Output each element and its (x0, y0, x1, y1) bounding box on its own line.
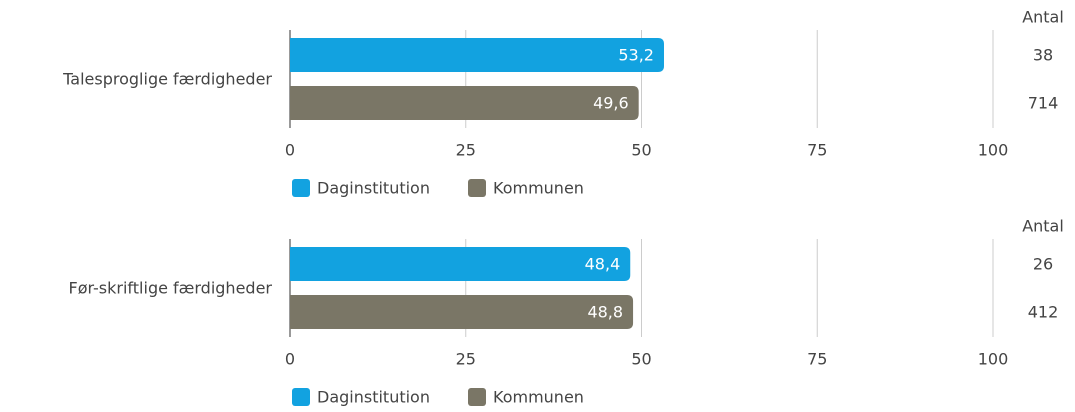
x-tick-label: 100 (978, 141, 1009, 160)
x-tick-label: 50 (631, 141, 651, 160)
bar (290, 38, 664, 72)
legend-label: Kommunen (493, 179, 584, 198)
x-tick-label: 100 (978, 350, 1009, 369)
legend-swatch (468, 179, 486, 197)
legend-swatch (292, 388, 310, 406)
bar (290, 86, 639, 120)
x-tick-label: 75 (807, 350, 827, 369)
x-tick-label: 50 (631, 350, 651, 369)
legend-label: Daginstitution (317, 179, 430, 198)
count-label: 26 (1033, 255, 1053, 274)
value-label: 53,2 (618, 46, 654, 65)
legend-label: Kommunen (493, 388, 584, 407)
category-label: Før-skriftlige færdigheder (68, 279, 272, 298)
bar (290, 295, 634, 329)
count-label: 38 (1033, 46, 1053, 65)
category-label: Talesproglige færdigheder (62, 70, 272, 89)
legend-swatch (468, 388, 486, 406)
bar (290, 247, 631, 281)
legend-label: Daginstitution (317, 388, 430, 407)
value-label: 48,4 (585, 255, 621, 274)
counts-header: Antal (1022, 8, 1064, 27)
count-label: 412 (1028, 303, 1059, 322)
value-label: 48,8 (587, 303, 623, 322)
x-tick-label: 75 (807, 141, 827, 160)
counts-header: Antal (1022, 217, 1064, 236)
x-tick-label: 0 (285, 141, 295, 160)
x-tick-label: 0 (285, 350, 295, 369)
value-label: 49,6 (593, 94, 629, 113)
x-tick-label: 25 (456, 350, 476, 369)
x-tick-label: 25 (456, 141, 476, 160)
count-label: 714 (1028, 94, 1059, 113)
legend-swatch (292, 179, 310, 197)
